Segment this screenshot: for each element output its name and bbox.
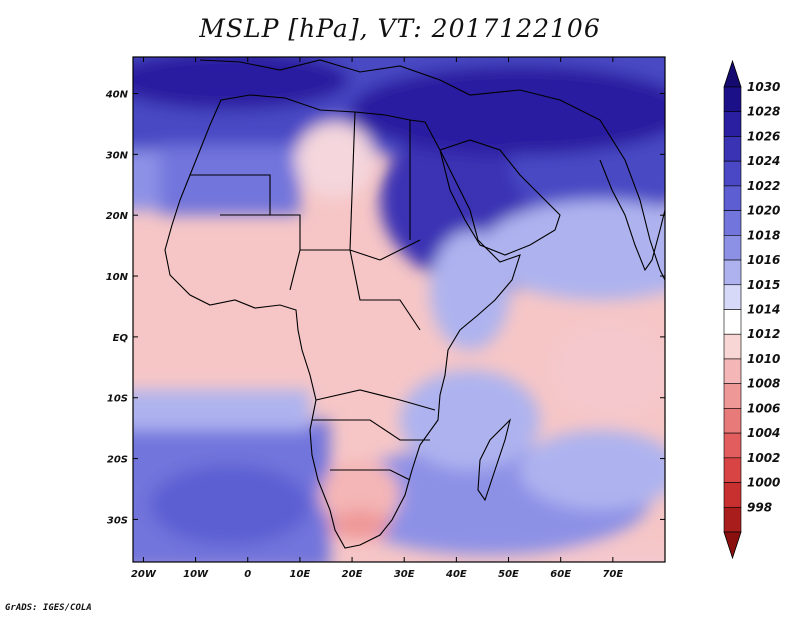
lat-tick-label: 10S (107, 394, 128, 405)
colorbar-label: 1012 (747, 327, 780, 341)
plot-frame (132, 56, 666, 563)
lon-tick-label: 0 (244, 569, 251, 580)
high-pressure-sahara-west (160, 145, 300, 215)
low-pressure-sahara (295, 122, 375, 198)
lon-tick-label: 20W (131, 569, 157, 580)
colorbar-swatch (723, 457, 742, 483)
colorbar-label: 1015 (747, 278, 780, 292)
lon-tick-label: 10W (183, 569, 209, 580)
lon-tick-label: 60E (550, 569, 571, 580)
lat-tick-label: 40N (105, 90, 129, 101)
mozambique-channel (400, 370, 540, 470)
lat-tick-label: 30S (107, 515, 128, 526)
high-pressure-middle-east (350, 65, 665, 155)
pressure-field (133, 57, 665, 562)
coastlines (164, 59, 665, 549)
madagascar-outline (477, 418, 512, 502)
colorbar-swatch (723, 408, 742, 434)
south-atlantic-transition (133, 390, 310, 430)
lon-tick-label: 10E (290, 569, 311, 580)
lon-tick-label: 30E (394, 569, 415, 580)
colorbar-label: 1016 (747, 253, 780, 267)
lat-tick-label: 20S (107, 455, 128, 466)
low-pressure-mascarene (550, 320, 665, 420)
map-title: MSLP [hPa], VT: 2017122106 (199, 14, 601, 43)
colorbar-swatch (723, 86, 742, 113)
borders-southern-africa (312, 389, 436, 481)
colorbar-label: 1030 (747, 80, 780, 94)
colorbar-swatch (723, 432, 742, 459)
lon-tick-label: 50E (498, 569, 519, 580)
colorbar-swatch (723, 185, 742, 211)
colorbar-label: 1006 (747, 401, 780, 415)
low-pressure-south-africa (330, 510, 390, 540)
lon-tick-label: 70E (602, 569, 623, 580)
colorbar: 1030 1028 1026 1024 1022 1020 1018 1016 1015 1014… (723, 59, 780, 560)
india-outline (599, 159, 665, 272)
colorbar-swatch (723, 210, 742, 236)
colorbar-bottom-arrow (723, 531, 742, 560)
horn-of-africa-band (430, 230, 510, 350)
lat-tick-label: 30N (106, 150, 129, 161)
colorbar-swatch (723, 111, 742, 137)
colorbar-label: 1024 (747, 154, 780, 168)
south-indian-east (520, 430, 665, 510)
indian-ocean-north (480, 200, 665, 300)
colorbar-label: 998 (747, 500, 772, 514)
colorbar-label: 1010 (747, 352, 780, 366)
colorbar-swatch (723, 160, 742, 187)
colorbar-label: 1008 (747, 377, 780, 391)
credit-text: GrADS: IGES/COLA (5, 603, 92, 613)
arabia-outline (439, 139, 561, 256)
colorbar-label: 1028 (747, 105, 780, 119)
axis-ticks: 40N 30N 20N 10N EQ 10S 20S 30S 20W 10W 0 10E 20E 30E 4… (105, 57, 665, 580)
africa-outline (164, 94, 521, 549)
lon-tick-label: 20E (342, 569, 363, 580)
colorbar-label: 1004 (747, 426, 780, 440)
lat-tick-label: 10N (106, 272, 129, 283)
high-pressure-sa-core (150, 465, 310, 545)
lon-tick-label: 40E (445, 569, 467, 580)
colorbar-swatch (723, 506, 742, 533)
colorbar-label: 1000 (747, 476, 780, 490)
colorbar-swatch (723, 383, 742, 409)
borders-west-africa (190, 111, 421, 331)
colorbar-swatch (723, 259, 742, 286)
colorbar-label: 1002 (747, 451, 780, 465)
colorbar-swatch (723, 333, 742, 360)
colorbar-top-arrow (723, 59, 742, 88)
colorbar-swatch (723, 235, 742, 261)
colorbar-swatch (723, 309, 742, 335)
lat-tick-label: 20N (106, 211, 129, 222)
europe-asia-outline (199, 59, 665, 281)
colorbar-label: 1014 (747, 303, 780, 317)
colorbar-swatch (723, 284, 742, 310)
low-pressure-kalahari (320, 460, 400, 530)
colorbar-label: 1022 (747, 179, 780, 193)
colorbar-swatch (723, 358, 742, 384)
colorbar-label: 1026 (747, 129, 780, 143)
colorbar-label: 1020 (747, 204, 780, 218)
colorbar-swatch (723, 482, 742, 508)
colorbar-swatch (723, 136, 742, 162)
low-pressure-southeast (560, 545, 665, 562)
lat-tick-label: EQ (113, 333, 129, 344)
high-pressure-mediterranean (133, 57, 350, 110)
colorbar-label: 1018 (747, 228, 780, 242)
